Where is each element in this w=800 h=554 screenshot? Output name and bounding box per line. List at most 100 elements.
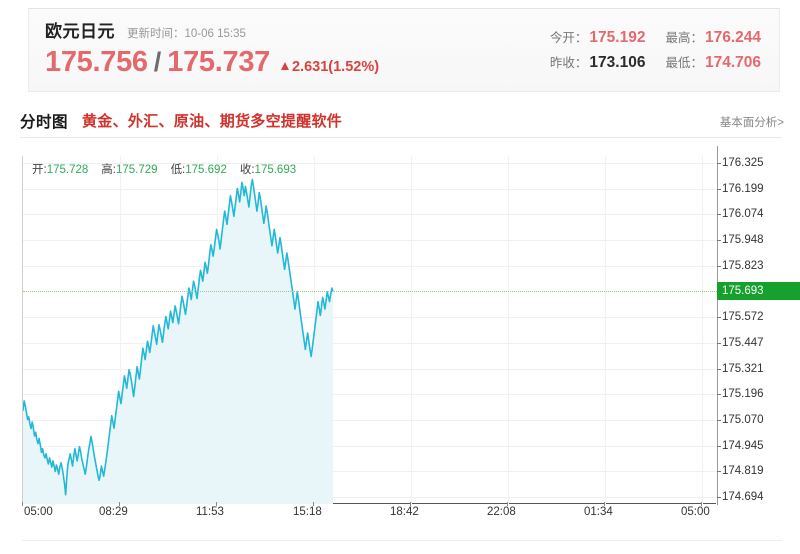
tab-intraday-chart[interactable]: 分时图: [20, 114, 69, 131]
y-axis-label: 175.572: [722, 311, 764, 324]
gridline-horizontal: [23, 188, 717, 190]
stat-low-value: 174.706: [704, 54, 761, 71]
gridline-vertical: [605, 156, 606, 504]
gridline-horizontal: [23, 317, 717, 319]
y-axis-tick: [717, 265, 721, 267]
x-axis-label: 11:53: [196, 506, 224, 518]
x-axis-tick: [216, 502, 217, 506]
price-area-fill: [23, 179, 333, 504]
ohlc-open: 开:175.728: [32, 164, 88, 176]
y-axis-label: 175.948: [722, 234, 764, 247]
ohlc-low-value: 175.692: [185, 164, 227, 176]
x-axis-tick: [701, 502, 702, 506]
gridline-horizontal: [23, 471, 717, 473]
chart-right-axis: [717, 146, 718, 505]
ohlc-open-value: 175.728: [46, 164, 89, 176]
x-axis-tick: [410, 502, 411, 506]
ohlc-close-label: 收:: [239, 164, 255, 176]
gridline-vertical: [411, 156, 412, 504]
y-axis-label: 174.819: [722, 465, 764, 478]
ask-price: 175.737: [167, 46, 270, 78]
y-axis-tick: [717, 240, 721, 242]
stat-high-label: 最高：: [665, 31, 703, 45]
change-value: 2.631(1.52%): [291, 59, 380, 75]
y-axis-tick: [717, 394, 721, 396]
current-price-badge: 175.693: [717, 282, 800, 301]
y-axis-tick: [717, 214, 721, 216]
y-axis-label: 174.945: [722, 439, 764, 452]
x-axis-label: 01:34: [584, 506, 613, 518]
y-axis-tick: [717, 497, 721, 498]
gridline-vertical: [120, 156, 121, 504]
stat-open-label: 今开：: [549, 31, 588, 45]
gridline-vertical: [508, 156, 509, 504]
update-time-label: 更新时间：: [127, 28, 185, 40]
ohlc-high-value: 175.729: [115, 164, 158, 176]
x-axis-tick: [507, 502, 508, 506]
y-axis-tick: [717, 342, 721, 344]
gridline-horizontal: [23, 368, 717, 370]
chart-bottom-divider: [22, 540, 782, 541]
ohlc-high: 高:175.729: [101, 164, 157, 176]
x-axis-label: 05:00: [24, 506, 53, 518]
stat-open: 今开： 175.192: [550, 27, 646, 47]
gridline-horizontal: [23, 497, 717, 498]
y-axis-tick: [717, 445, 721, 447]
ohlc-high-label: 高:: [101, 164, 116, 176]
update-time: 更新时间：10-06 15:35: [127, 25, 246, 41]
price-line: [23, 178, 334, 496]
quote-header-panel: 欧元日元 更新时间：10-06 15:35 175.756 / 175.737 …: [28, 8, 780, 92]
y-axis-label: 175.447: [722, 336, 764, 349]
price-row: 175.756 / 175.737 2.631(1.52%): [45, 46, 379, 79]
y-axis-tick: [717, 317, 721, 319]
gridline-horizontal: [23, 214, 717, 216]
stat-open-value: 175.192: [589, 29, 646, 46]
stat-high-value: 176.244: [704, 29, 761, 46]
x-axis-tick: [22, 502, 23, 506]
stat-prev-close-label: 昨收：: [549, 56, 588, 70]
y-axis-tick: [717, 188, 721, 190]
x-axis-tick: [604, 502, 605, 506]
ohlc-close: 收:175.693: [240, 164, 296, 176]
ohlc-low: 低:175.692: [171, 164, 227, 176]
quote-stats-block: 今开： 175.192 最高： 176.244 昨收： 173.106 最低： …: [530, 27, 761, 77]
x-axis-label: 22:08: [487, 506, 516, 518]
y-axis-label: 176.074: [722, 208, 764, 221]
fundamental-analysis-link[interactable]: 基本面分析>: [719, 117, 784, 129]
quote-stats-row-2: 昨收： 173.106 最低： 174.706: [530, 52, 761, 77]
ohlc-open-label: 开:: [32, 164, 47, 176]
x-axis-tick: [313, 502, 314, 506]
x-axis-label: 08:29: [99, 506, 128, 518]
quote-stats-row-1: 今开： 175.192 最高： 176.244: [530, 27, 761, 52]
gridline-horizontal: [23, 240, 717, 242]
stat-prev-close-value: 173.106: [589, 54, 646, 71]
arrow-up-icon: [280, 62, 289, 70]
update-time-value: 10-06 15:35: [184, 28, 246, 40]
ohlc-readout: 开:175.728 高:175.729 低:175.692 收:175.693: [32, 161, 309, 177]
promo-link[interactable]: 黄金、外汇、原油、期货多空提醒软件: [82, 113, 343, 130]
symbol-name-row: 欧元日元 更新时间：10-06 15:35: [45, 17, 379, 43]
chart-section-header: 分时图 黄金、外汇、原油、期货多空提醒软件 基本面分析>: [0, 106, 800, 142]
y-axis-label: 174.694: [722, 491, 764, 503]
intraday-chart[interactable]: 开:175.728 高:175.729 低:175.692 收:175.693 176…: [0, 146, 800, 554]
gridline-horizontal: [23, 163, 717, 164]
ohlc-low-label: 低:: [170, 164, 186, 176]
y-axis-tick: [717, 163, 721, 164]
y-axis-label: 175.823: [722, 259, 764, 272]
gridline-horizontal: [23, 419, 717, 421]
gridline-vertical: [702, 156, 703, 504]
y-axis-label: 175.196: [722, 388, 764, 401]
quote-primary-block: 欧元日元 更新时间：10-06 15:35 175.756 / 175.737 …: [45, 17, 379, 79]
y-axis-label: 175.321: [722, 362, 764, 375]
symbol-name: 欧元日元: [45, 22, 115, 41]
y-axis-label: 175.070: [722, 413, 764, 426]
y-axis-label: 176.325: [722, 157, 764, 169]
chart-plot-area[interactable]: 开:175.728 高:175.729 低:175.692 收:175.693: [22, 146, 718, 505]
x-axis-labels: 05:00 08:29 11:53 15:18 18:42 22:08 01:34 05:00: [0, 502, 800, 526]
gridline-horizontal: [23, 265, 717, 267]
y-axis-tick: [717, 471, 721, 473]
y-axis-label: 176.199: [722, 182, 764, 195]
stat-prev-close: 昨收： 173.106: [550, 52, 646, 72]
bid-price: 175.756: [45, 46, 148, 78]
x-axis-label: 15:18: [293, 506, 322, 518]
